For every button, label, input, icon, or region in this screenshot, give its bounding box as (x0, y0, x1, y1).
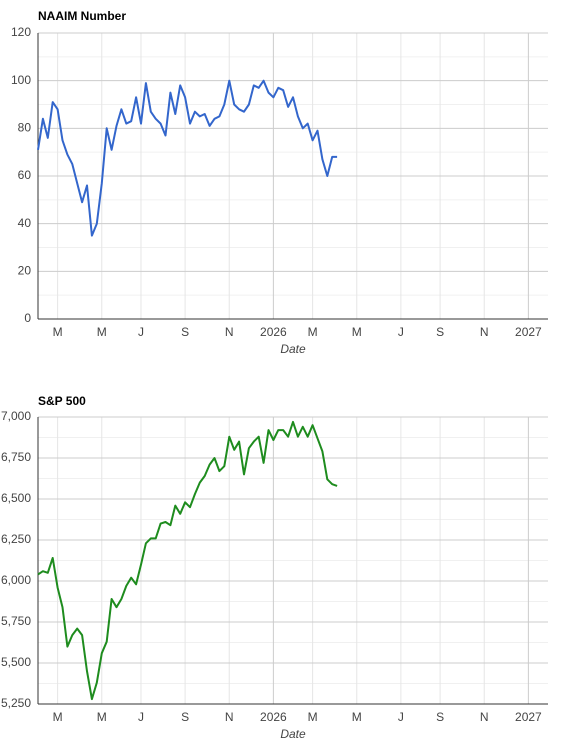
x-tick-label: N (480, 710, 489, 724)
data-line (37, 79, 338, 237)
x-tick-label: M (97, 325, 107, 339)
x-tick-label: M (308, 710, 318, 724)
x-tick-label: M (352, 710, 362, 724)
y-tick-label: 5,500 (1, 655, 31, 669)
y-tick-label: 7,000 (1, 409, 31, 423)
y-tick-label: 0 (24, 311, 31, 325)
x-tick-label: M (352, 325, 362, 339)
y-tick-label: 80 (18, 121, 32, 135)
y-tick-label: 6,750 (1, 450, 31, 464)
x-tick-label: M (53, 710, 63, 724)
y-tick-label: 20 (18, 264, 32, 278)
y-tick-label: 5,250 (1, 696, 31, 710)
x-axis-label: Date (280, 727, 306, 741)
y-tick-label: 6,000 (1, 573, 31, 587)
x-axis-label: Date (280, 342, 306, 356)
x-tick-label: M (53, 325, 63, 339)
y-tick-label: 6,250 (1, 532, 31, 546)
x-tick-label: S (436, 325, 444, 339)
y-tick-label: 120 (11, 25, 31, 39)
y-tick-label: 40 (18, 216, 32, 230)
x-tick-label: 2026 (260, 710, 287, 724)
x-tick-label: 2027 (515, 710, 542, 724)
x-tick-label: 2027 (515, 325, 542, 339)
x-tick-label: N (480, 325, 489, 339)
y-tick-label: 60 (18, 168, 32, 182)
x-tick-label: S (181, 325, 189, 339)
chart-title: S&P 500 (38, 394, 86, 408)
data-line (37, 420, 338, 701)
x-tick-label: J (398, 325, 404, 339)
x-tick-label: S (181, 710, 189, 724)
x-tick-label: J (138, 325, 144, 339)
x-tick-label: M (308, 325, 318, 339)
y-tick-label: 6,500 (1, 491, 31, 505)
x-tick-label: N (225, 325, 234, 339)
x-tick-label: J (138, 710, 144, 724)
x-tick-label: S (436, 710, 444, 724)
y-tick-label: 100 (11, 73, 31, 87)
x-tick-label: M (97, 710, 107, 724)
y-tick-label: 5,750 (1, 614, 31, 628)
x-tick-label: N (225, 710, 234, 724)
chart-title: NAAIM Number (38, 9, 126, 23)
x-tick-label: J (398, 710, 404, 724)
x-tick-label: 2026 (260, 325, 287, 339)
